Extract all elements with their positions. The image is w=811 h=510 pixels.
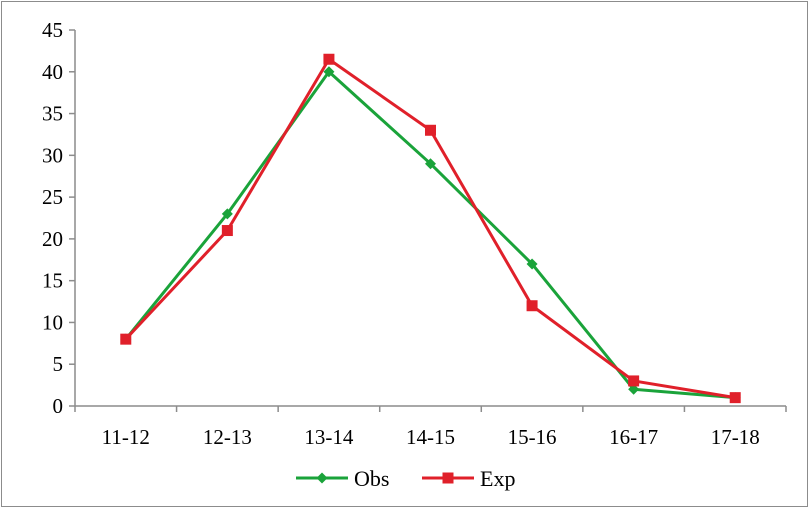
x-tick-label: 15-16	[508, 425, 557, 449]
y-tick-label: 40	[42, 60, 63, 84]
y-tick-label: 10	[42, 310, 63, 334]
x-tick-label: 16-17	[609, 425, 658, 449]
series-obs	[120, 66, 741, 404]
x-tick-label: 11-12	[102, 425, 150, 449]
series-exp	[120, 53, 741, 404]
legend: Obs Exp	[296, 466, 515, 491]
legend-label-exp: Exp	[480, 466, 515, 491]
series-line-obs	[124, 70, 736, 400]
data-point-exp	[425, 124, 436, 136]
legend-marker-exp	[442, 472, 454, 484]
data-point-exp	[221, 225, 233, 237]
data-point-exp	[323, 53, 335, 65]
x-tick-label: 14-15	[406, 425, 455, 449]
legend-marker-obs	[316, 472, 328, 484]
data-point-obs	[221, 208, 233, 220]
series-layer	[120, 53, 741, 404]
data-point-obs	[526, 258, 538, 270]
y-tick-label: 30	[42, 143, 63, 167]
data-point-exp	[120, 333, 132, 345]
data-point-exp	[628, 375, 640, 387]
y-axis-ticks: 0 5 10 15 20 25 30 35 40 45	[42, 18, 75, 418]
x-tick-label: 13-14	[304, 425, 353, 449]
y-tick-label: 35	[42, 102, 63, 126]
y-tick-label: 25	[42, 185, 63, 209]
y-tick-label: 45	[42, 18, 63, 42]
legend-label-obs: Obs	[354, 466, 389, 491]
x-tick-label: 17-18	[711, 425, 760, 449]
data-point-obs	[425, 158, 436, 170]
data-point-obs	[323, 66, 335, 78]
axes	[74, 30, 786, 407]
x-tick-label: 12-13	[203, 425, 252, 449]
y-tick-label: 0	[53, 394, 64, 418]
data-point-exp	[729, 392, 741, 404]
y-tick-label: 15	[42, 269, 63, 293]
data-point-obs	[628, 383, 640, 395]
y-tick-label: 5	[53, 352, 64, 376]
legend-item-exp: Exp	[422, 466, 515, 491]
legend-item-obs: Obs	[296, 466, 389, 491]
x-axis-ticks: 11-12 12-13 13-14 14-15 15-16 16-17 17-18	[74, 406, 787, 449]
y-tick-label: 20	[42, 227, 63, 251]
data-point-exp	[526, 300, 538, 312]
